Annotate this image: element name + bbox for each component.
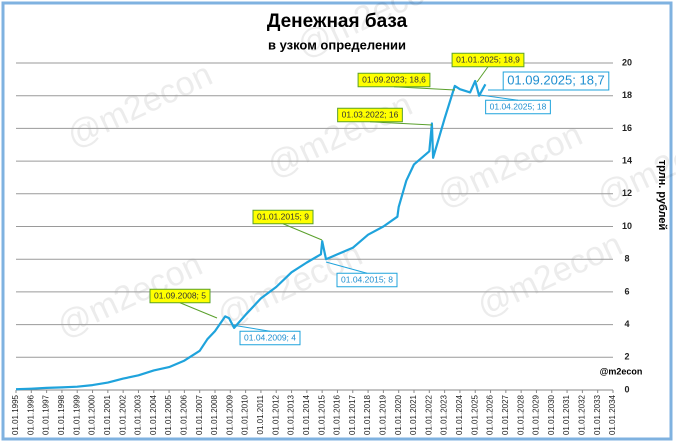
- source-label: @m2econ: [600, 366, 643, 376]
- annotation: 01.04.2009; 4: [231, 324, 301, 346]
- y-tick-label: 8: [624, 254, 629, 264]
- x-tick-label: 01.01.2008: [210, 394, 219, 435]
- y-tick-label: 16: [622, 123, 632, 133]
- y-tick-label: 0: [624, 384, 629, 394]
- x-tick-label: 01.01.2003: [134, 394, 143, 435]
- x-tick-label: 01.01.2024: [455, 394, 464, 435]
- x-tick-label: 01.01.2005: [164, 394, 173, 435]
- x-tick-label: 01.01.2012: [271, 394, 280, 435]
- y-tick-label: 2: [624, 352, 629, 362]
- x-tick-label: 01.01.2030: [547, 394, 556, 435]
- y-axis-label: трлн. рублей: [656, 160, 668, 231]
- x-tick-label: 01.01.2000: [88, 394, 97, 435]
- x-tick-label: 01.01.2021: [409, 394, 418, 435]
- x-tick-label: 01.01.2014: [302, 394, 311, 435]
- annotation-text: 01.09.2008; 5: [154, 290, 206, 300]
- annotation-pointer: [369, 121, 433, 126]
- annotation: 01.01.2015; 9: [252, 209, 323, 241]
- annotation-pointer: [325, 261, 368, 274]
- x-tick-label: 01.01.1995: [11, 394, 20, 435]
- annotation-text: 01.01.2015; 9: [257, 211, 309, 221]
- x-tick-label: 01.01.2020: [394, 394, 403, 435]
- annotation-text: 01.09.2023; 18,6: [362, 74, 426, 84]
- annotation-pointer: [282, 223, 323, 241]
- x-tick-label: 01.01.2007: [195, 394, 204, 435]
- annotation: 01.03.2022; 16: [337, 107, 433, 126]
- x-tick-label: 01.01.2011: [256, 394, 265, 434]
- x-tick-label: 01.01.2025: [470, 394, 479, 435]
- frame: [1, 1, 673, 441]
- annotation-pointer: [476, 66, 489, 83]
- x-tick-label: 01.01.2018: [363, 394, 372, 435]
- x-tick-label: 01.01.2032: [577, 394, 586, 435]
- x-tick-label: 01.01.2023: [440, 394, 449, 435]
- y-tick-label: 12: [622, 188, 632, 198]
- y-tick-label: 20: [622, 57, 632, 67]
- annotation: 01.04.2015; 8: [325, 261, 398, 288]
- x-tick-label: 01.01.2034: [608, 394, 617, 435]
- annotation-pointer: [479, 94, 519, 101]
- x-tick-label: 01.01.2031: [562, 394, 571, 435]
- x-tick-label: 01.01.1999: [72, 394, 81, 435]
- x-tick-label: 01.01.1996: [26, 394, 35, 435]
- annotation-pointer: [231, 324, 271, 332]
- annotation-text: 01.01.2025; 18,9: [456, 54, 520, 64]
- x-tick-label: 01.01.2001: [103, 394, 112, 435]
- annotation-pointer: [179, 302, 218, 319]
- x-tick-label: 01.01.1998: [57, 394, 66, 435]
- annotation-text: 01.09.2025; 18,7: [507, 72, 605, 87]
- x-tick-label: 01.01.2028: [516, 394, 525, 435]
- annotation: 01.09.2008; 5: [149, 288, 218, 319]
- data-line: [15, 79, 487, 391]
- chart-title: Денежная база: [267, 11, 408, 32]
- y-tick-label: 6: [624, 286, 629, 296]
- annotation: 01.09.2023; 18,6: [357, 72, 456, 91]
- annotation: 01.09.2025; 18,7: [488, 71, 610, 91]
- annotation-text: 01.04.2025; 18: [490, 101, 547, 111]
- y-tick-label: 18: [622, 90, 632, 100]
- x-tick-label: 01.01.2002: [118, 394, 127, 435]
- x-tick-label: 01.01.2017: [348, 394, 357, 435]
- x-tick-label: 01.01.2029: [532, 394, 541, 435]
- annotation-text: 01.04.2009; 4: [244, 332, 296, 342]
- y-tick-label: 10: [622, 221, 632, 231]
- x-tick-label: 01.01.2010: [241, 394, 250, 435]
- x-tick-label: 01.01.2009: [225, 394, 234, 435]
- x-tick-label: 01.01.2027: [501, 394, 510, 435]
- x-tick-label: 01.01.2006: [179, 394, 188, 435]
- x-tick-label: 01.01.2022: [424, 394, 433, 435]
- chart-subtitle: в узком определении: [268, 37, 406, 52]
- x-tick-label: 01.01.2016: [333, 394, 342, 435]
- annotation-pointer: [393, 86, 456, 91]
- annotation-text: 01.04.2015; 8: [341, 274, 393, 284]
- x-tick-label: 01.01.2026: [486, 394, 495, 435]
- y-tick-label: 4: [624, 319, 629, 329]
- x-tick-label: 01.01.2013: [287, 394, 296, 435]
- y-tick-label: 14: [622, 155, 632, 165]
- annotation: 01.01.2025; 18,9: [451, 52, 525, 83]
- x-tick-label: 01.01.2004: [149, 394, 158, 435]
- annotation-text: 01.03.2022; 16: [342, 109, 399, 119]
- x-tick-label: 01.01.2033: [593, 394, 602, 435]
- x-tick-label: 01.01.1997: [42, 394, 51, 435]
- annotation: 01.04.2025; 18: [479, 94, 551, 115]
- x-tick-label: 01.01.2019: [378, 394, 387, 435]
- x-tick-label: 01.01.2015: [317, 394, 326, 435]
